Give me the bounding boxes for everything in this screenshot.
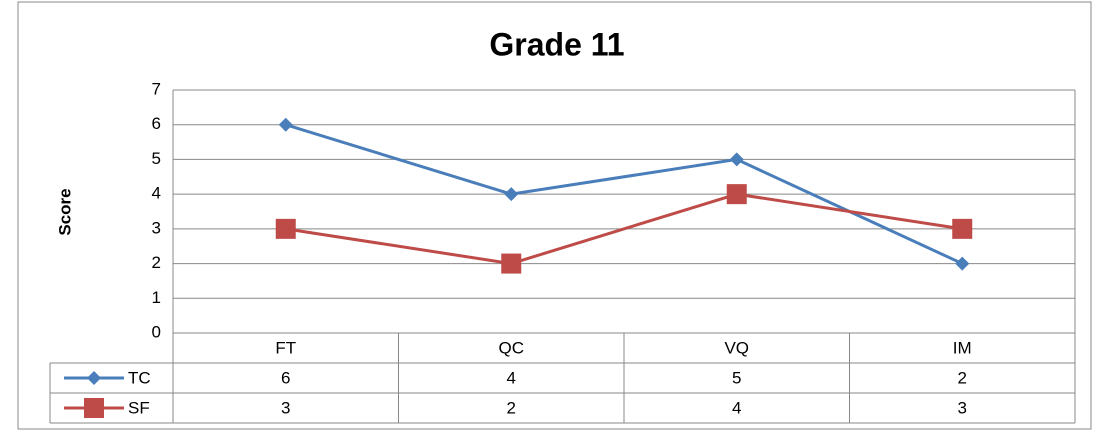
- series-line: [285, 192, 963, 266]
- marker: [501, 253, 522, 274]
- table-value: 2: [507, 398, 516, 417]
- table-value: 4: [732, 398, 741, 417]
- y-tick-label: 5: [152, 149, 161, 168]
- y-tick-label: 4: [152, 184, 161, 203]
- y-tick-label: 3: [152, 218, 161, 237]
- y-axis-label: Score: [55, 188, 74, 235]
- y-tick-label: 2: [152, 253, 161, 272]
- marker: [955, 256, 970, 271]
- chart-border: [17, 1, 1092, 430]
- chart-title: Grade 11: [489, 26, 624, 62]
- x-tick-label: FT: [275, 338, 296, 357]
- marker: [726, 184, 747, 205]
- legend-marker: [87, 371, 101, 385]
- marker: [275, 218, 296, 239]
- y-tick-label: 0: [152, 322, 161, 341]
- y-tick-label: 6: [152, 114, 161, 133]
- marker: [504, 187, 519, 202]
- y-tick-label: 7: [152, 79, 161, 98]
- table-value: 6: [281, 368, 290, 387]
- y-tick-label: 1: [152, 288, 161, 307]
- marker: [729, 152, 744, 167]
- legend-label: SF: [128, 398, 150, 417]
- marker: [278, 117, 293, 132]
- legend-marker: [84, 398, 104, 418]
- table-value: 3: [281, 398, 290, 417]
- legend-label: TC: [128, 368, 151, 387]
- x-tick-label: IM: [953, 338, 972, 357]
- table-value: 3: [958, 398, 967, 417]
- marker: [952, 218, 973, 239]
- table-value: 4: [507, 368, 516, 387]
- table-value: 5: [732, 368, 741, 387]
- x-tick-label: QC: [499, 338, 525, 357]
- table-value: 2: [958, 368, 967, 387]
- x-tick-label: VQ: [724, 338, 749, 357]
